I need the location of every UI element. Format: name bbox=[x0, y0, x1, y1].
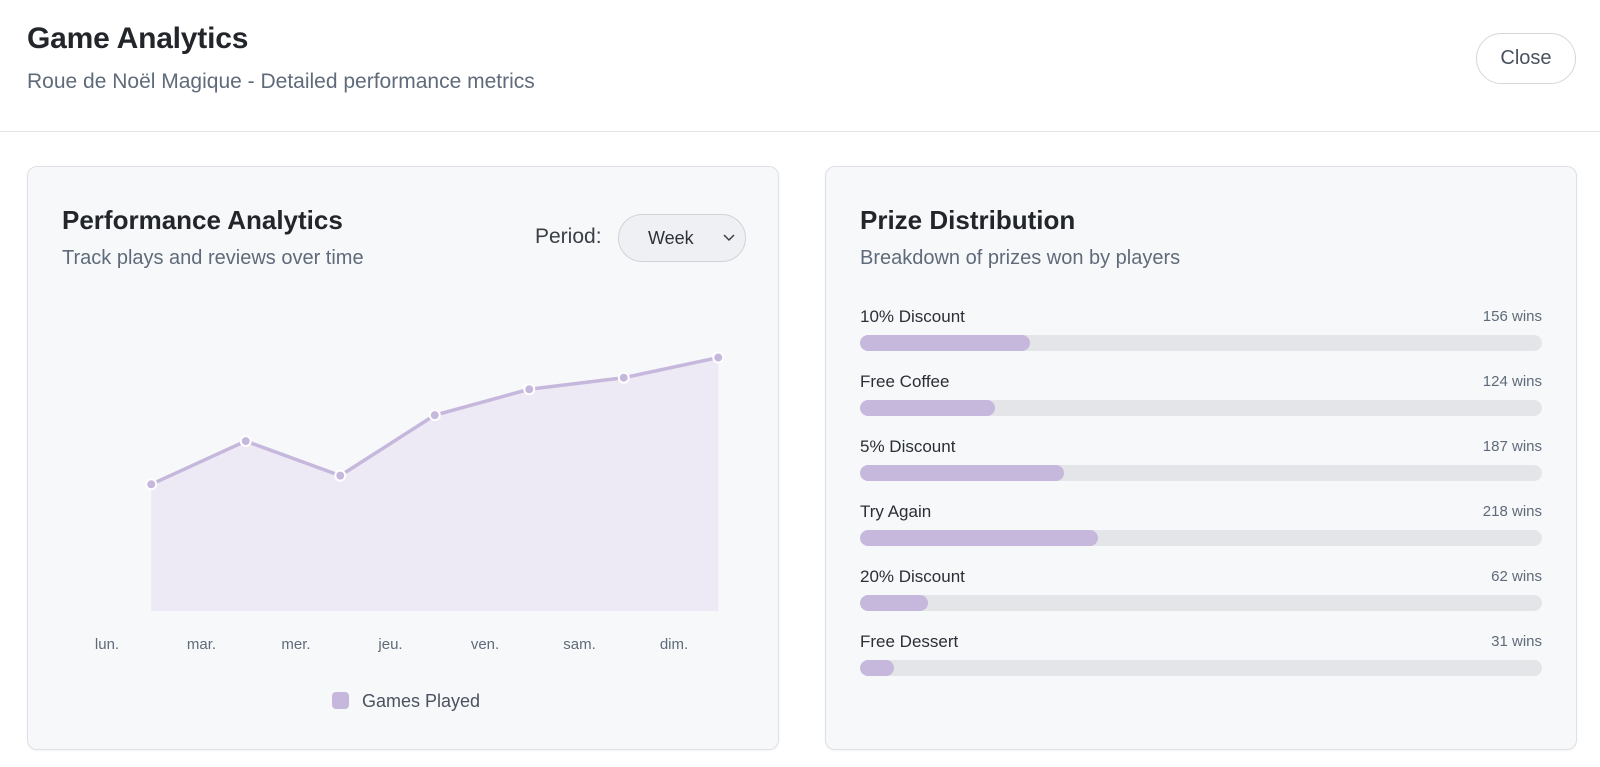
x-tick-label: mer. bbox=[281, 636, 310, 653]
prize-bar-fill bbox=[860, 595, 928, 611]
prize-bar-track bbox=[860, 400, 1542, 416]
prize-bar-fill bbox=[860, 530, 1098, 546]
prize-wins: 187 wins bbox=[1482, 438, 1542, 455]
legend-label: Games Played bbox=[362, 691, 481, 711]
data-point bbox=[617, 371, 630, 384]
series-area bbox=[151, 357, 719, 611]
performance-card: Performance Analytics Track plays and re… bbox=[27, 166, 779, 750]
close-button[interactable]: Close bbox=[1476, 33, 1576, 84]
prize-bar-track bbox=[860, 595, 1542, 611]
page-subtitle: Roue de Noël Magique - Detailed performa… bbox=[27, 70, 535, 93]
period-select[interactable]: Week bbox=[618, 214, 746, 262]
page-title: Game Analytics bbox=[27, 22, 249, 55]
chevron-down-icon bbox=[723, 234, 735, 242]
x-tick-label: ven. bbox=[471, 636, 499, 653]
performance-subtitle: Track plays and reviews over time bbox=[62, 247, 364, 269]
prize-bar-fill bbox=[860, 465, 1065, 481]
prize-row: 20% Discount 62 wins bbox=[860, 567, 1542, 632]
prize-name: Try Again bbox=[860, 502, 932, 521]
prize-wins: 124 wins bbox=[1482, 373, 1542, 390]
performance-chart: lun. mar. mer. jeu. ven. sam. dim. bbox=[95, 351, 725, 653]
prize-bar-fill bbox=[860, 400, 996, 416]
modal-header: Game Analytics Roue de Noël Magique - De… bbox=[0, 0, 1600, 132]
x-tick-label: dim. bbox=[660, 636, 688, 653]
prize-bar-track bbox=[860, 660, 1542, 676]
performance-title: Performance Analytics bbox=[62, 205, 343, 235]
prize-bar-track bbox=[860, 530, 1542, 546]
prize-wins: 156 wins bbox=[1482, 308, 1542, 325]
prize-card: Prize Distribution Breakdown of prizes w… bbox=[825, 166, 1577, 750]
prize-name: 5% Discount bbox=[860, 437, 956, 456]
data-point bbox=[712, 351, 725, 364]
prize-name: Free Coffee bbox=[860, 372, 950, 391]
prize-wins: 62 wins bbox=[1491, 568, 1542, 585]
prize-bar-fill bbox=[860, 660, 894, 676]
x-tick-label: sam. bbox=[563, 636, 596, 653]
prize-row: Try Again 218 wins bbox=[860, 502, 1542, 567]
prize-wins: 31 wins bbox=[1491, 633, 1542, 650]
legend-swatch bbox=[332, 692, 349, 709]
prize-name: 20% Discount bbox=[860, 567, 965, 586]
x-tick-label: mar. bbox=[187, 636, 216, 653]
prize-subtitle: Breakdown of prizes won by players bbox=[860, 247, 1181, 269]
period-select-value: Week bbox=[648, 228, 694, 248]
prize-row: Free Dessert 31 wins bbox=[860, 632, 1542, 697]
period-label: Period: bbox=[535, 225, 602, 248]
data-point bbox=[428, 409, 441, 422]
prize-wins: 218 wins bbox=[1482, 503, 1542, 520]
data-point bbox=[145, 478, 158, 491]
prize-row: Free Coffee 124 wins bbox=[860, 372, 1542, 437]
data-point bbox=[334, 469, 347, 482]
prize-title: Prize Distribution bbox=[860, 205, 1076, 235]
prize-bar-fill bbox=[860, 335, 1031, 351]
prize-bar-track bbox=[860, 335, 1542, 351]
data-point bbox=[239, 435, 252, 448]
prize-row: 5% Discount 187 wins bbox=[860, 437, 1542, 502]
x-tick-label: jeu. bbox=[377, 636, 402, 653]
prize-row: 10% Discount 156 wins bbox=[860, 307, 1542, 372]
prize-bar-track bbox=[860, 465, 1542, 481]
x-tick-label: lun. bbox=[95, 636, 119, 653]
prize-name: 10% Discount bbox=[860, 307, 965, 326]
data-point bbox=[523, 383, 536, 396]
prize-name: Free Dessert bbox=[860, 632, 959, 651]
prize-list: 10% Discount 156 wins Free Coffee 124 wi… bbox=[860, 307, 1542, 697]
